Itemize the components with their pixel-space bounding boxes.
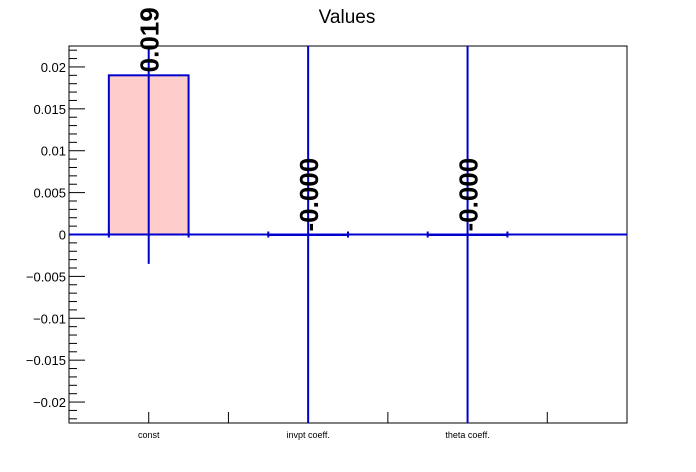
x-category-label: invpt coeff. <box>286 430 329 440</box>
y-tick-label: 0.01 <box>41 144 66 159</box>
value-label: -0.000 <box>294 158 324 232</box>
y-tick-label: 0.015 <box>33 102 66 117</box>
x-axis: const invpt coeff. theta coeff. <box>138 412 548 440</box>
y-tick-label: −0.005 <box>26 269 66 284</box>
y-tick-label: 0.02 <box>41 60 66 75</box>
error-bars <box>107 46 509 423</box>
y-axis: −0.02 −0.015 −0.01 −0.005 0 0.005 0.01 0.015 0.0… <box>26 49 85 420</box>
y-tick-label: −0.015 <box>26 353 66 368</box>
x-category-label: theta coeff. <box>445 430 489 440</box>
chart-title: Values <box>319 7 376 28</box>
value-labels: 0.019 -0.000 -0.000 <box>135 7 484 231</box>
value-label: -0.000 <box>454 158 484 232</box>
value-label: 0.019 <box>135 7 165 72</box>
y-tick-label: 0 <box>59 228 66 243</box>
y-tick-label: −0.01 <box>33 311 66 326</box>
x-category-label: const <box>138 430 160 440</box>
y-tick-label: −0.02 <box>33 395 66 410</box>
y-tick-label: 0.005 <box>33 186 66 201</box>
